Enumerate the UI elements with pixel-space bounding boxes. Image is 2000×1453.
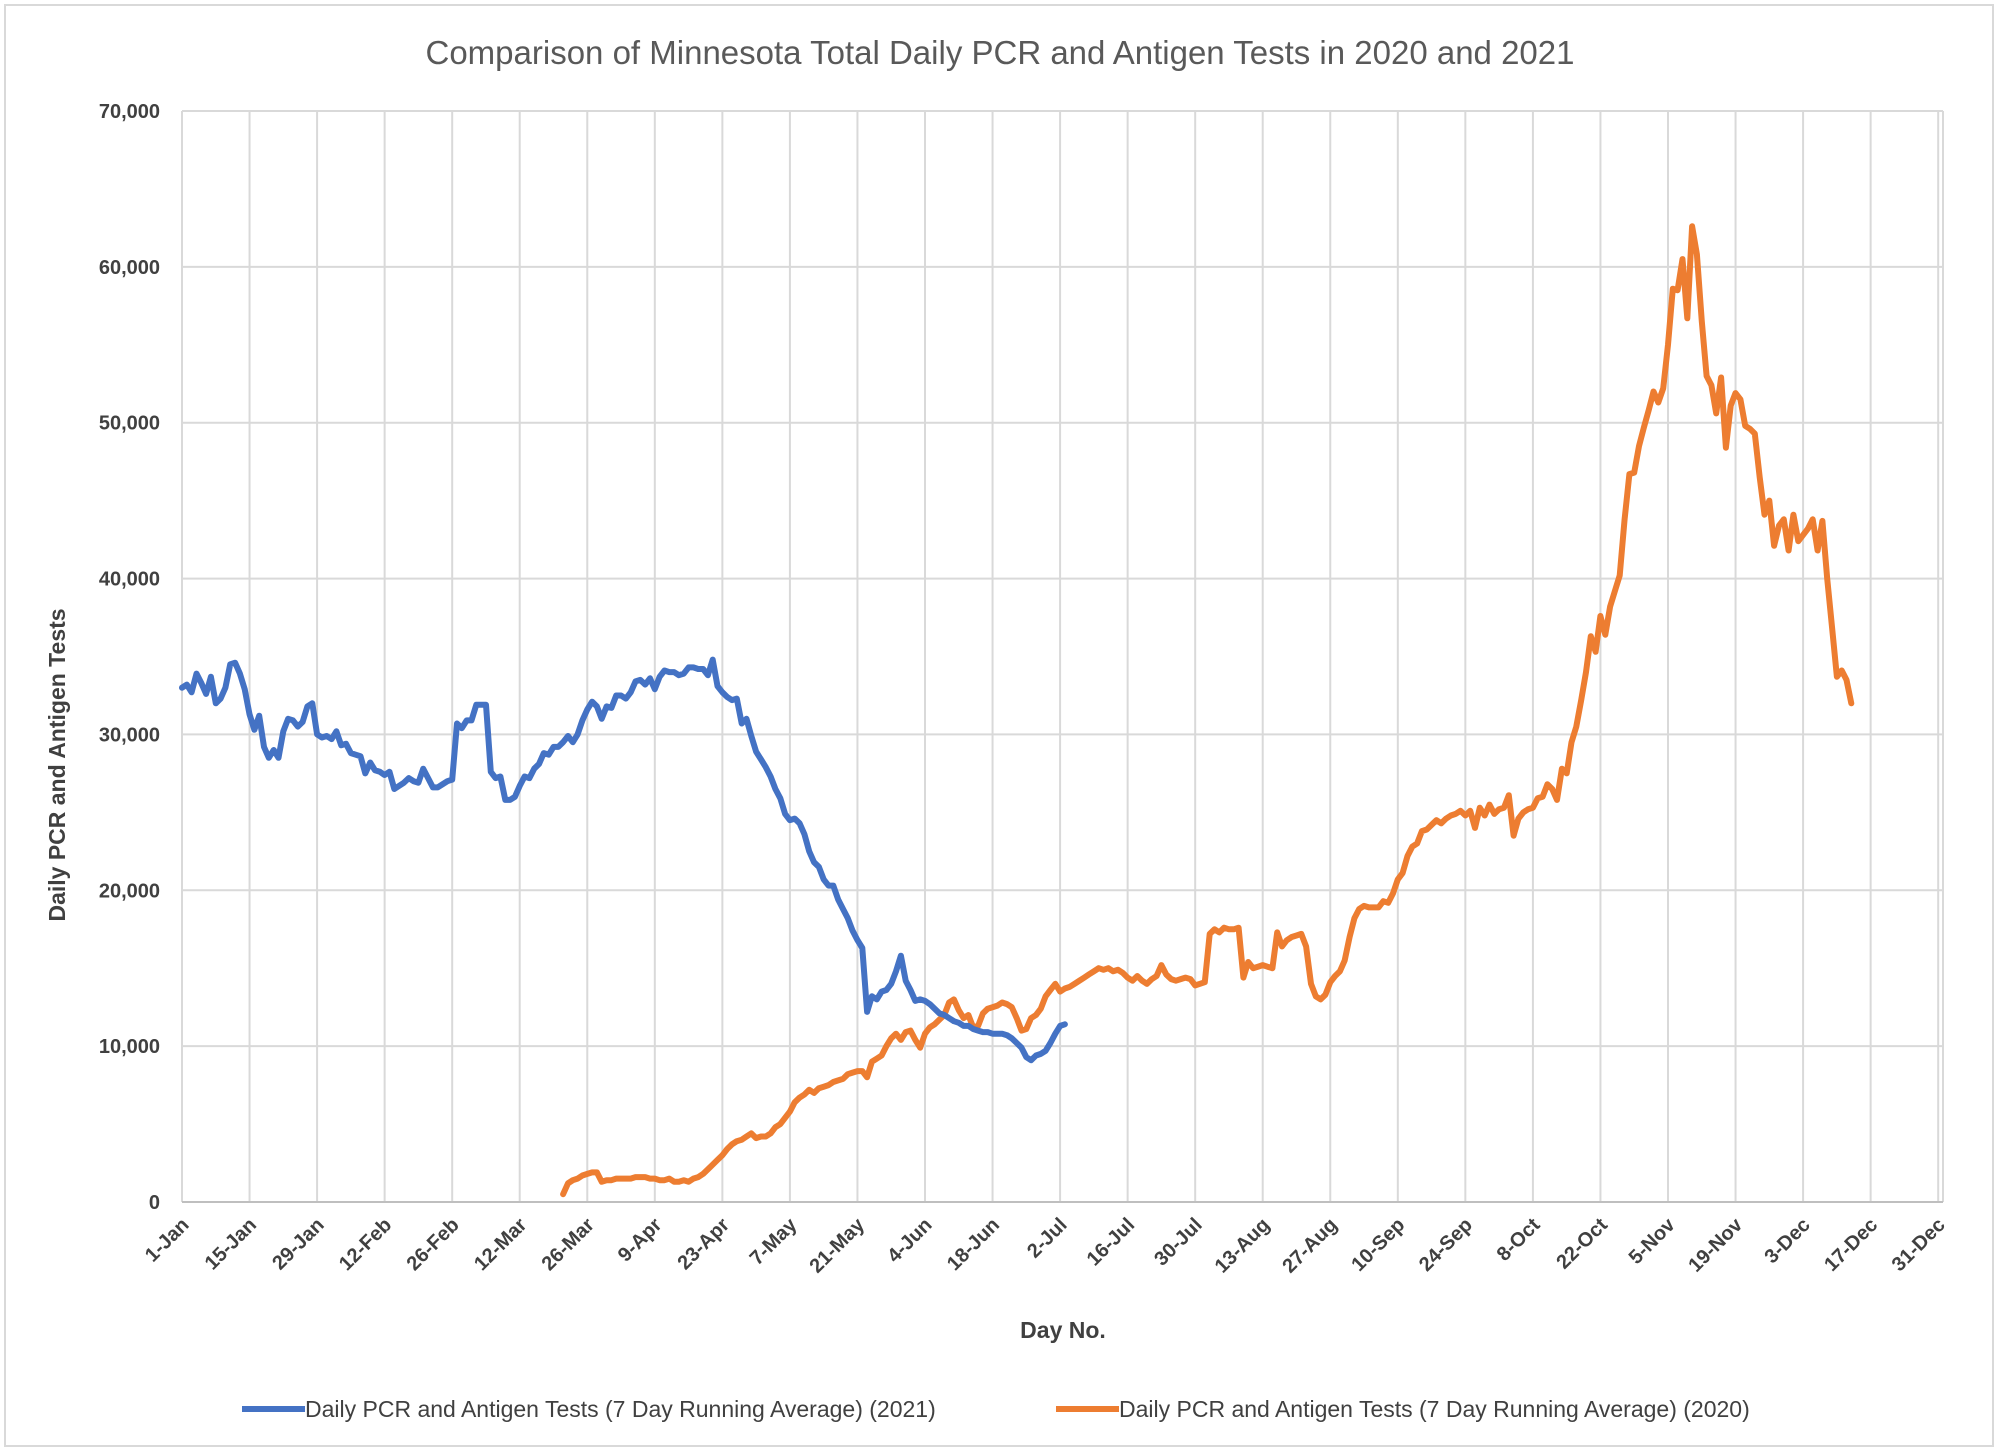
x-tick-label: 13-Aug [1211,1214,1274,1277]
x-tick-label: 4-Jun [883,1214,936,1267]
legend: Daily PCR and Antigen Tests (7 Day Runni… [242,1396,1750,1422]
x-tick-label: 24-Sep [1415,1214,1477,1276]
x-axis-title: Day No. [1020,1317,1106,1343]
x-tick-label: 3-Dec [1761,1214,1815,1268]
y-tick-label: 20,000 [99,880,160,902]
x-tick-label: 31-Dec [1888,1214,1950,1276]
x-tick-label: 2-Jul [1023,1214,1072,1263]
chart-title: Comparison of Minnesota Total Daily PCR … [426,34,1575,71]
y-tick-label: 70,000 [99,101,160,123]
series-lines [179,223,1855,1198]
y-tick-label: 0 [149,1192,160,1214]
x-tick-label: 26-Feb [403,1214,464,1275]
x-tick-label: 9-Apr [614,1214,667,1267]
x-tick-label: 17-Dec [1820,1214,1882,1276]
y-axis-title: Daily PCR and Antigen Tests [44,608,70,921]
x-tick-label: 22-Oct [1552,1214,1612,1274]
x-tick-label: 30-Jul [1150,1214,1206,1270]
x-tick-label: 7-May [746,1213,802,1269]
x-tick-label: 26-Mar [538,1214,599,1275]
x-tick-label: 12-Mar [470,1214,531,1275]
legend-label-2021: Daily PCR and Antigen Tests (7 Day Runni… [305,1396,936,1422]
x-tick-label: 15-Jan [201,1214,261,1274]
x-tick-label: 21-May [805,1213,869,1277]
x-axis-ticks: 1-Jan 15-Jan 29-Jan 12-Feb 26-Feb 12-Mar 26-Ma… [141,1213,1950,1277]
y-tick-label: 40,000 [99,569,160,591]
y-axis-ticks: 0 10,000 20,000 30,000 40,000 50,000 60,000 70,… [99,101,160,1214]
x-tick-label: 29-Jan [268,1214,328,1274]
x-tick-label: 16-Jul [1083,1214,1139,1270]
chart-frame [4,4,1994,1447]
x-tick-label: 19-Nov [1684,1213,1747,1276]
x-tick-label: 18-Jun [943,1214,1004,1275]
legend-label-2020: Daily PCR and Antigen Tests (7 Day Runni… [1119,1396,1750,1422]
series-line-2021 [179,656,1068,1064]
x-tick-label: 23-Apr [674,1214,735,1275]
x-tick-label: 5-Nov [1625,1213,1680,1268]
series-line-2020 [560,223,1855,1198]
x-tick-label: 27-Aug [1278,1214,1341,1277]
x-tick-label: 1-Jan [141,1214,194,1267]
x-tick-label: 10-Sep [1347,1214,1409,1276]
y-tick-label: 50,000 [99,413,160,435]
x-tick-label: 8-Oct [1493,1214,1545,1266]
y-tick-label: 60,000 [99,257,160,279]
y-tick-label: 10,000 [99,1036,160,1058]
gridlines [181,110,1944,1203]
x-tick-label: 12-Feb [335,1214,396,1275]
y-tick-label: 30,000 [99,724,160,746]
